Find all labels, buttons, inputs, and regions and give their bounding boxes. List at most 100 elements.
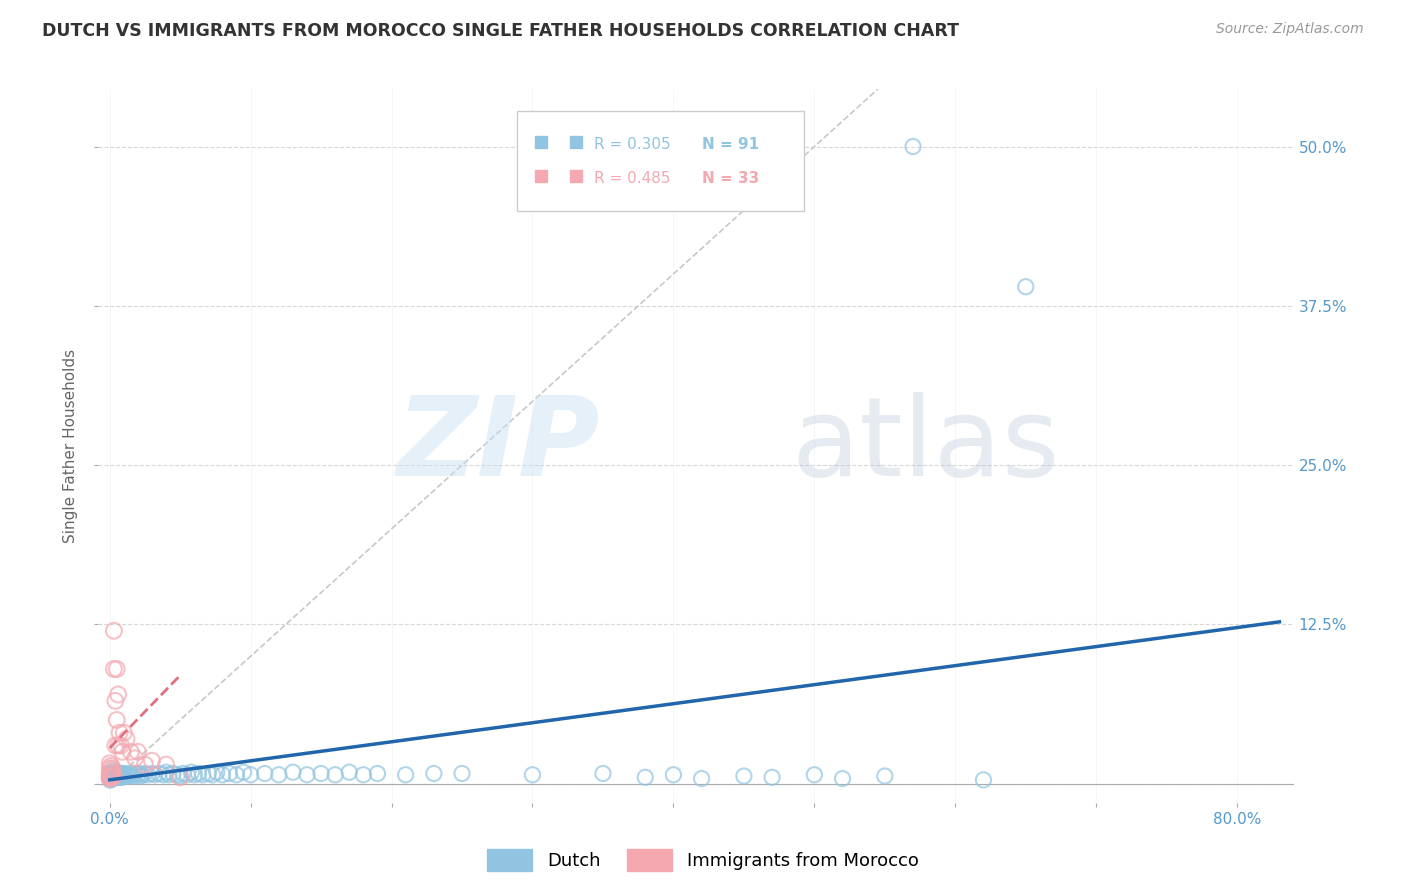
Point bbox=[761, 770, 783, 784]
Point bbox=[323, 768, 346, 782]
Point bbox=[101, 766, 124, 780]
Point bbox=[205, 765, 228, 780]
Point bbox=[100, 769, 122, 783]
Text: N = 91: N = 91 bbox=[702, 136, 759, 152]
Point bbox=[110, 766, 132, 780]
Point bbox=[105, 662, 128, 676]
Point bbox=[232, 765, 254, 780]
Point bbox=[295, 768, 318, 782]
Point bbox=[104, 694, 127, 708]
Text: Source: ZipAtlas.com: Source: ZipAtlas.com bbox=[1216, 22, 1364, 37]
Point bbox=[107, 766, 129, 780]
Point bbox=[107, 688, 129, 702]
Point bbox=[124, 751, 146, 765]
Point bbox=[134, 757, 156, 772]
Point bbox=[1015, 279, 1038, 293]
Point bbox=[107, 769, 129, 783]
Point bbox=[110, 769, 132, 783]
Point bbox=[117, 766, 139, 780]
Point bbox=[131, 768, 153, 782]
Point bbox=[101, 761, 124, 775]
Point bbox=[100, 766, 122, 780]
Point bbox=[366, 766, 388, 780]
Point bbox=[107, 739, 129, 753]
Point bbox=[873, 769, 896, 783]
Point bbox=[141, 754, 163, 768]
Point bbox=[155, 757, 177, 772]
Point bbox=[129, 769, 152, 783]
Point bbox=[352, 768, 374, 782]
Point bbox=[110, 739, 132, 753]
Point bbox=[100, 764, 122, 778]
Point bbox=[111, 770, 134, 784]
Point bbox=[105, 713, 128, 727]
Point bbox=[108, 725, 131, 739]
Point bbox=[115, 769, 138, 783]
Point bbox=[101, 770, 124, 784]
Point bbox=[901, 139, 924, 153]
Point bbox=[152, 768, 174, 782]
Point bbox=[103, 662, 125, 676]
Point bbox=[281, 765, 304, 780]
Point bbox=[183, 768, 205, 782]
Text: R = 0.305: R = 0.305 bbox=[595, 136, 671, 152]
Point bbox=[104, 739, 127, 753]
Point bbox=[111, 745, 134, 759]
Point bbox=[662, 768, 685, 782]
Point bbox=[169, 770, 191, 784]
Point bbox=[108, 770, 131, 784]
Point bbox=[98, 772, 121, 786]
Point bbox=[141, 766, 163, 780]
Legend: Dutch, Immigrants from Morocco: Dutch, Immigrants from Morocco bbox=[479, 842, 927, 879]
Point bbox=[451, 766, 474, 780]
Point bbox=[112, 769, 135, 783]
Point bbox=[337, 765, 360, 780]
Point bbox=[103, 768, 125, 782]
Point bbox=[180, 765, 202, 780]
Point bbox=[634, 770, 657, 784]
Point bbox=[101, 770, 124, 784]
Point bbox=[122, 766, 145, 780]
Point bbox=[127, 768, 149, 782]
Point bbox=[522, 768, 544, 782]
Point bbox=[112, 766, 135, 780]
Point bbox=[111, 768, 134, 782]
Point bbox=[211, 768, 233, 782]
Point bbox=[162, 766, 184, 780]
Y-axis label: Single Father Households: Single Father Households bbox=[63, 349, 79, 543]
Point bbox=[108, 768, 131, 782]
Point bbox=[98, 756, 121, 771]
Point bbox=[127, 745, 149, 759]
Point bbox=[100, 772, 122, 787]
Point bbox=[98, 770, 121, 784]
Point bbox=[120, 745, 142, 759]
Point bbox=[105, 768, 128, 782]
Point bbox=[124, 768, 146, 782]
Point bbox=[104, 766, 127, 780]
Point bbox=[103, 624, 125, 638]
Point bbox=[218, 766, 240, 780]
Point bbox=[104, 769, 127, 783]
Point bbox=[395, 768, 418, 782]
Point bbox=[253, 766, 276, 780]
Point bbox=[100, 770, 122, 784]
Point bbox=[592, 766, 614, 780]
Point bbox=[267, 768, 290, 782]
Point bbox=[98, 770, 121, 784]
Point bbox=[121, 769, 143, 783]
Point bbox=[134, 766, 156, 780]
Text: N = 33: N = 33 bbox=[702, 171, 759, 186]
Point bbox=[115, 732, 138, 747]
Point bbox=[100, 770, 122, 784]
Point bbox=[98, 772, 121, 787]
Point bbox=[803, 768, 825, 782]
Point bbox=[201, 768, 224, 782]
Point bbox=[148, 766, 170, 780]
Point bbox=[98, 766, 121, 780]
Point bbox=[239, 768, 262, 782]
Point bbox=[733, 769, 755, 783]
Point bbox=[972, 772, 994, 787]
Point bbox=[309, 766, 332, 780]
Point bbox=[176, 768, 198, 782]
Point bbox=[155, 765, 177, 780]
